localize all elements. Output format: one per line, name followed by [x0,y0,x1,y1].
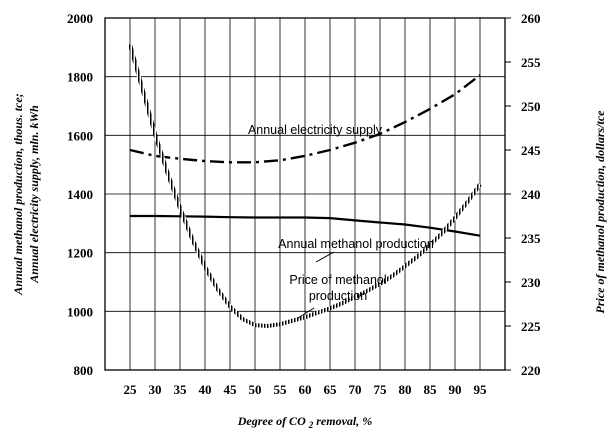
annotation-label: Price of methanol [289,273,386,287]
x-tick-label: 25 [124,382,138,397]
x-tick-label: 95 [474,382,488,397]
x-tick-label: 75 [374,382,388,397]
x-tick-label: 60 [299,382,312,397]
annotation-leader [315,251,335,263]
x-tick-label: 80 [399,382,412,397]
y-right-tick-label: 260 [521,11,541,26]
x-tick-label: 45 [224,382,238,397]
y-left-tick-label: 1200 [67,246,93,261]
series-layer [128,43,482,328]
x-tick-label: 65 [324,382,338,397]
y-right-tick-label: 240 [521,187,541,202]
y-left-tick-label: 1400 [67,187,93,202]
y-left-tick-label: 1800 [67,70,93,85]
y-right-tick-label: 245 [521,143,541,158]
series-line-annual-electricity-supply [129,74,481,164]
annotation-label: Annual methanol production [278,237,434,251]
series-line-annual-methanol-production [130,214,481,237]
y-right-tick-label: 220 [521,363,541,378]
y-right-tick-label: 235 [521,231,541,246]
annotation-label: Annual electricity supply [248,123,383,137]
x-tick-label: 85 [424,382,438,397]
annotation-label: production [309,289,367,303]
series-line-price-of-methanol-production [128,43,482,328]
x-tick-label: 35 [174,382,188,397]
x-tick-label: 40 [199,382,212,397]
annotations: Annual electricity supply Annual methanol… [248,123,434,319]
y-axis-right-title-text: Price of methanol production, dollars/tc… [593,110,607,314]
tick-labels: 25 30 35 40 45 50 55 60 65 70 75 80 85 90 95 800 1000 120… [67,11,541,397]
x-tick-label: 70 [349,382,362,397]
y-axis-left-title-line-2: Annual electricity supply, mln. kWh [27,105,41,284]
x-tick-label: 50 [249,382,262,397]
y-axis-left-title: Annual methanol production, thous. tce; … [11,93,41,295]
y-left-tick-label: 1600 [67,128,93,143]
x-tick-label: 90 [449,382,462,397]
y-right-tick-label: 225 [521,319,541,334]
y-left-tick-label: 1000 [67,304,93,319]
y-right-tick-label: 230 [521,275,541,290]
x-tick-label: 55 [274,382,288,397]
y-left-tick-label: 2000 [67,11,93,26]
y-axis-left-title-line-1: Annual methanol production, thous. tce; [11,93,25,295]
x-tick-label: 30 [149,382,162,397]
y-left-tick-label: 800 [74,363,94,378]
x-axis-title: Degree of CO 2 removal, % [237,414,372,430]
annotation-leader [297,307,315,319]
y-right-tick-label: 250 [521,99,541,114]
y-right-tick-label: 255 [521,55,541,70]
y-axis-right-title: Price of methanol production, dollars/tc… [593,110,607,314]
